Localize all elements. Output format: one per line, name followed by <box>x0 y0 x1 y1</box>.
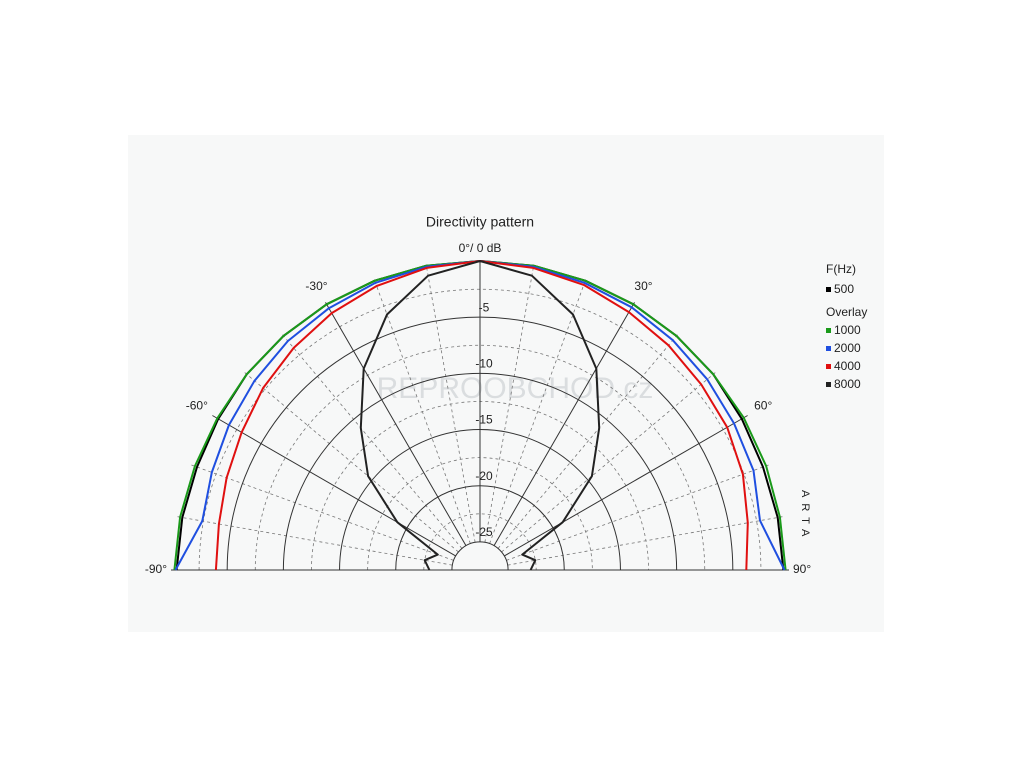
r-tick-label: -10 <box>475 357 493 371</box>
grid-ring-minor <box>423 513 537 571</box>
grid-ray-minor <box>507 515 785 566</box>
angle-tick-label: 60° <box>754 399 772 413</box>
r-tick-label: -5 <box>479 300 490 314</box>
grid-ray-minor <box>189 463 454 561</box>
grid-ray-minor <box>175 515 453 566</box>
r-tick-label: -15 <box>475 413 493 427</box>
legend-entry: 500 <box>834 282 854 296</box>
angle-tick-label: 0°/ 0 dB <box>459 241 502 255</box>
grid-ray <box>325 302 467 546</box>
legend-swatch <box>826 382 831 387</box>
grid-ray-minor <box>243 371 459 553</box>
angle-tick-label: -60° <box>186 399 208 413</box>
legend-entry: 1000 <box>834 323 861 337</box>
series-line <box>359 260 601 571</box>
grid-ray <box>212 415 456 557</box>
site-watermark: REPROOBCHOD.cz <box>377 372 654 405</box>
legend-title: F(Hz) <box>826 262 856 276</box>
arta-watermark: ARTA <box>799 490 811 542</box>
grid-ring-minor <box>254 344 706 571</box>
legend-entry: 4000 <box>834 359 861 373</box>
grid-ray <box>493 302 635 546</box>
grid-ray <box>504 415 748 557</box>
angle-tick-label: 90° <box>793 562 811 576</box>
r-tick-label: -25 <box>475 525 493 539</box>
grid-ray-minor <box>501 371 717 553</box>
r-tick-label: -20 <box>475 469 493 483</box>
grid-ray-minor <box>373 279 471 544</box>
legend-swatch <box>826 364 831 369</box>
legend-swatch <box>826 287 831 292</box>
grid-ray-minor <box>484 265 535 543</box>
legend-swatch <box>826 346 831 351</box>
grid-ray-minor <box>506 463 771 561</box>
grid-ray-minor <box>281 333 463 549</box>
legend-entry: 2000 <box>834 341 861 355</box>
grid-ray-minor <box>489 279 587 544</box>
angle-tick-label: -90° <box>145 562 167 576</box>
grid-ray-minor <box>425 265 476 543</box>
grid-ray-minor <box>497 333 679 549</box>
legend-overlay-label: Overlay <box>826 305 867 319</box>
chart-title: Directivity pattern <box>426 214 534 230</box>
angle-tick-label: 30° <box>634 279 652 293</box>
angle-tick-label: -30° <box>305 279 327 293</box>
legend-entry: 8000 <box>834 377 861 391</box>
legend-swatch <box>826 328 831 333</box>
